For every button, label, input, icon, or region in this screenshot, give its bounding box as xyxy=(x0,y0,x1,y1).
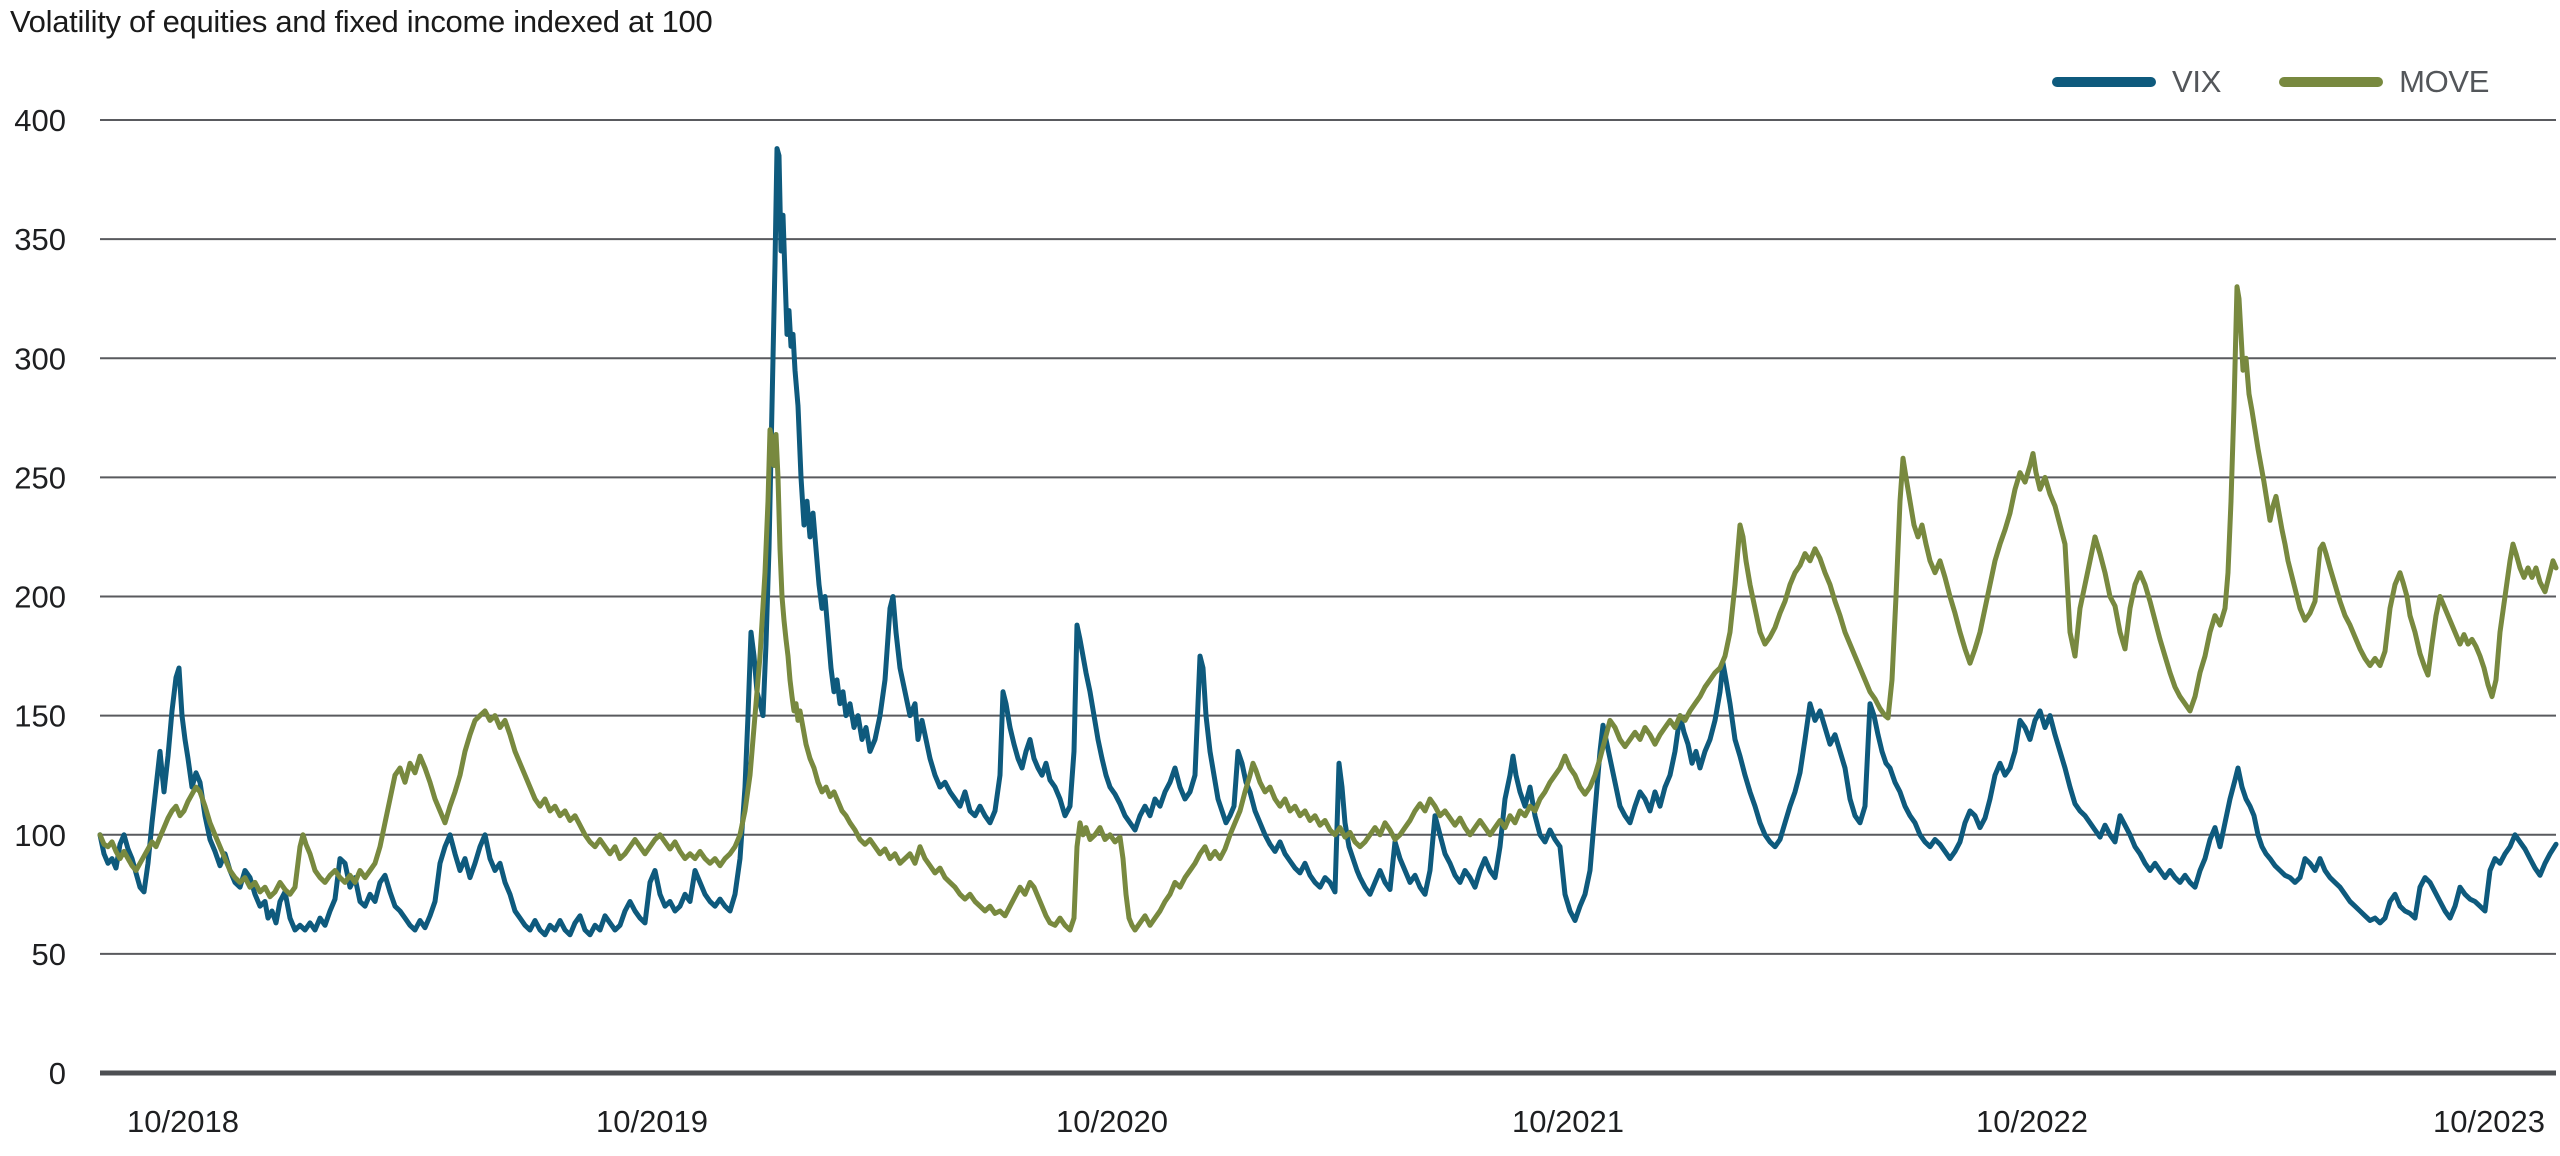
y-axis-tick-200: 200 xyxy=(14,580,66,615)
legend-label-move: MOVE xyxy=(2399,64,2490,99)
legend-item-vix: VIX xyxy=(2052,64,2221,100)
x-axis-tick-10/2023: 10/2023 xyxy=(2433,1104,2545,1139)
x-axis-tick-10/2018: 10/2018 xyxy=(127,1104,239,1139)
y-axis-tick-50: 50 xyxy=(32,937,66,972)
y-axis-tick-150: 150 xyxy=(14,699,66,734)
series-line-move xyxy=(97,284,2559,933)
y-axis-tick-100: 100 xyxy=(14,818,66,853)
legend-item-move: MOVE xyxy=(2279,64,2489,100)
chart-legend: VIX MOVE xyxy=(2052,64,2489,100)
legend-label-vix: VIX xyxy=(2172,64,2222,99)
y-axis-tick-250: 250 xyxy=(14,460,66,495)
series-line-vix xyxy=(97,146,2559,938)
y-axis-tick-400: 400 xyxy=(14,103,66,138)
y-axis-tick-350: 350 xyxy=(14,222,66,257)
x-axis-tick-10/2022: 10/2022 xyxy=(1976,1104,2088,1139)
y-axis-tick-300: 300 xyxy=(14,341,66,376)
move-line-swatch-icon xyxy=(2279,77,2384,87)
chart-title: Volatility of equities and fixed income … xyxy=(10,4,713,39)
vix-line-swatch-icon xyxy=(2052,77,2156,87)
x-axis-tick-10/2021: 10/2021 xyxy=(1512,1104,1624,1139)
x-axis-tick-10/2019: 10/2019 xyxy=(596,1104,708,1139)
y-axis-tick-0: 0 xyxy=(49,1056,66,1091)
x-axis-tick-10/2020: 10/2020 xyxy=(1056,1104,1168,1139)
